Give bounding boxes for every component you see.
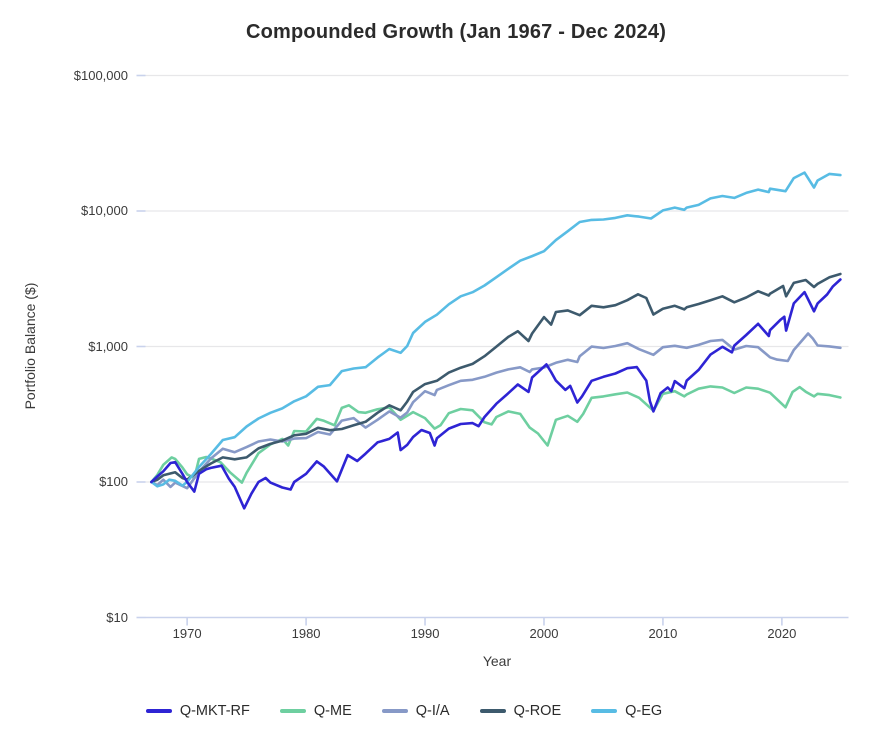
legend-item-q-roe[interactable]: Q-ROE bbox=[479, 703, 562, 719]
series-line-q-mkt-rf bbox=[150, 278, 842, 510]
x-tick-label: 2010 bbox=[648, 626, 678, 641]
series-line-q-me bbox=[150, 385, 842, 484]
series-line-q-eg bbox=[150, 171, 842, 488]
y-tick-label: $1,000 bbox=[88, 338, 128, 354]
legend-item-q-me[interactable]: Q-ME bbox=[279, 703, 352, 719]
legend-item-q-mkt-rf[interactable]: Q-MKT-RF bbox=[145, 703, 250, 719]
series-line-q-i-a bbox=[150, 332, 842, 490]
legend-label: Q-ROE bbox=[513, 703, 562, 719]
legend-item-q-i-a[interactable]: Q-I/A bbox=[381, 703, 450, 719]
legend-label: Q-EG bbox=[625, 703, 663, 719]
x-axis-title: Year bbox=[482, 653, 512, 669]
y-tick-label: $10 bbox=[106, 609, 128, 625]
legend-swatch bbox=[381, 709, 408, 713]
x-tick-label: 2020 bbox=[767, 626, 797, 641]
legend: Q-MKT-RF Q-ME Q-I/A Q-ROE Q-EG bbox=[0, 703, 876, 719]
chart-title: Compounded Growth (Jan 1967 - Dec 2024) bbox=[245, 21, 667, 43]
y-tick-label: $100,000 bbox=[73, 67, 128, 83]
legend-label: Q-I/A bbox=[415, 703, 450, 719]
series-line-q-roe bbox=[150, 272, 842, 484]
legend-swatch bbox=[591, 709, 618, 713]
legend-label: Q-ME bbox=[313, 703, 352, 719]
legend-label: Q-MKT-RF bbox=[179, 703, 250, 719]
legend-swatch bbox=[479, 709, 506, 713]
x-tick-label: 1980 bbox=[291, 626, 321, 641]
x-tick-label: 1990 bbox=[410, 626, 440, 641]
y-axis-title: Portfolio Balance ($) bbox=[22, 282, 38, 410]
legend-swatch bbox=[145, 709, 172, 713]
x-tick-label: 2000 bbox=[529, 626, 559, 641]
y-tick-label: $10,000 bbox=[81, 203, 128, 218]
legend-swatch bbox=[279, 709, 306, 713]
y-tick-label: $100 bbox=[99, 474, 128, 489]
legend-item-q-eg[interactable]: Q-EG bbox=[591, 703, 662, 719]
x-tick-label: 1970 bbox=[172, 626, 202, 641]
